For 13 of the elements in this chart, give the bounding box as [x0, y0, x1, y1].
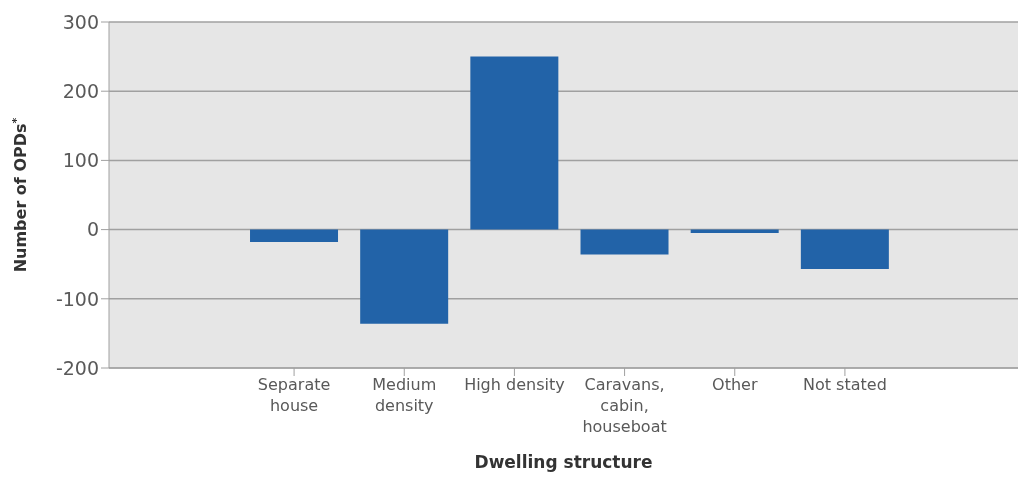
y-tick-label: 300	[62, 10, 99, 33]
y-tick-label: -100	[55, 287, 99, 310]
y-tick-label: -200	[55, 356, 99, 379]
y-tick-label: 0	[86, 218, 99, 241]
y-tick-label: 200	[62, 79, 99, 102]
x-tick-label: Other	[712, 375, 758, 394]
x-tick-label: Caravans, cabin, houseboat	[582, 375, 667, 436]
x-tick-label: Separate house	[257, 375, 331, 415]
x-tick-label: Medium density	[372, 375, 437, 415]
x-axis-title: Dwelling structure	[474, 452, 653, 472]
x-tick-label: High density	[464, 375, 565, 394]
y-tick-label: 100	[62, 149, 99, 172]
x-tick-label: Not stated	[803, 375, 887, 394]
